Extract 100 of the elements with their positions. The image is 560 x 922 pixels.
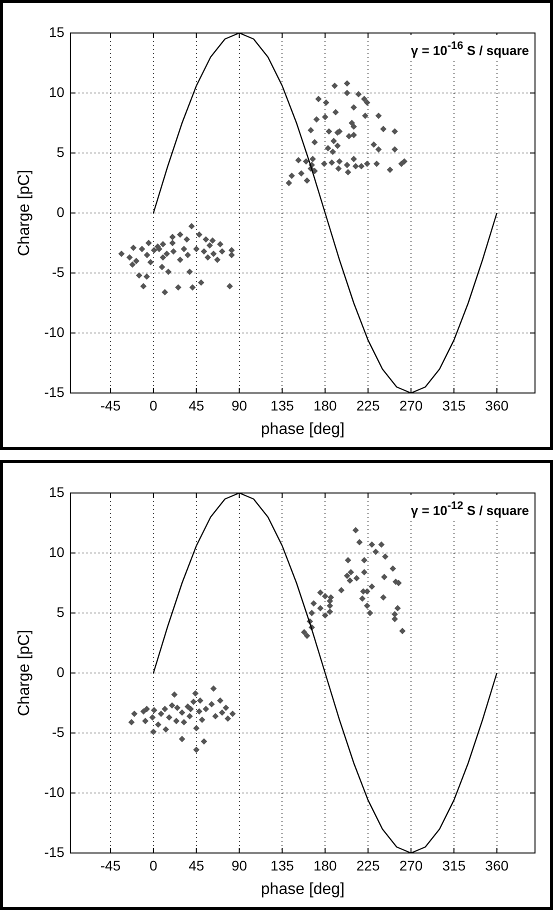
y-tick-label: -5 bbox=[52, 724, 65, 740]
point bbox=[160, 254, 166, 261]
y-tick-label: -5 bbox=[52, 264, 65, 280]
x-tick-label: 180 bbox=[313, 397, 338, 414]
point bbox=[158, 710, 164, 717]
point bbox=[378, 541, 385, 548]
point bbox=[196, 231, 202, 238]
point bbox=[169, 240, 176, 246]
point bbox=[229, 710, 236, 717]
point bbox=[364, 99, 370, 106]
point bbox=[358, 163, 365, 170]
point bbox=[302, 158, 310, 165]
point bbox=[326, 608, 334, 615]
y-tick-label: 15 bbox=[48, 24, 65, 40]
point bbox=[344, 162, 350, 168]
point bbox=[131, 710, 138, 717]
x-tick-label: 270 bbox=[399, 857, 423, 874]
point bbox=[166, 714, 172, 721]
point bbox=[344, 90, 350, 96]
x-tick-label: 225 bbox=[356, 397, 380, 414]
y-tick-label: -15 bbox=[44, 384, 65, 400]
point bbox=[150, 247, 158, 254]
point bbox=[150, 707, 158, 714]
point bbox=[192, 690, 199, 697]
point bbox=[224, 715, 232, 722]
point bbox=[180, 719, 188, 726]
point bbox=[147, 259, 154, 266]
point bbox=[315, 96, 322, 102]
x-tick-label: 90 bbox=[231, 397, 248, 414]
point bbox=[368, 583, 376, 590]
point bbox=[162, 289, 168, 296]
point bbox=[128, 719, 135, 726]
point bbox=[118, 250, 125, 257]
point bbox=[311, 139, 318, 146]
point bbox=[355, 91, 362, 98]
point bbox=[348, 120, 356, 126]
x-tick-label: 135 bbox=[270, 397, 294, 414]
point bbox=[176, 231, 184, 238]
point bbox=[209, 237, 216, 244]
point bbox=[158, 264, 166, 270]
point bbox=[382, 553, 388, 560]
point bbox=[298, 170, 304, 177]
point bbox=[144, 252, 150, 258]
point bbox=[344, 80, 350, 87]
point bbox=[370, 141, 377, 148]
y-tick-label: 5 bbox=[56, 144, 65, 160]
point bbox=[138, 246, 146, 252]
point bbox=[361, 557, 368, 564]
x-tick-label: 360 bbox=[485, 857, 509, 874]
point bbox=[326, 602, 334, 609]
point bbox=[218, 709, 226, 716]
point bbox=[169, 234, 176, 240]
point bbox=[335, 165, 342, 172]
point bbox=[373, 160, 380, 167]
point bbox=[142, 718, 149, 724]
point bbox=[288, 172, 295, 179]
point bbox=[310, 600, 317, 607]
point bbox=[210, 685, 217, 692]
x-tick-label: 360 bbox=[485, 397, 509, 414]
y-tick-label: 0 bbox=[56, 204, 65, 220]
point bbox=[193, 746, 200, 753]
point bbox=[136, 272, 142, 279]
point bbox=[322, 612, 328, 619]
point bbox=[336, 158, 343, 165]
point bbox=[150, 728, 157, 735]
point bbox=[222, 704, 230, 711]
x-tick-label: 90 bbox=[231, 857, 248, 874]
point bbox=[390, 565, 396, 572]
point bbox=[326, 598, 334, 604]
point bbox=[317, 605, 324, 612]
point bbox=[334, 142, 341, 149]
point bbox=[178, 709, 186, 716]
point bbox=[206, 242, 213, 249]
point bbox=[366, 610, 374, 616]
point bbox=[368, 541, 376, 548]
point bbox=[344, 557, 352, 564]
point bbox=[174, 704, 180, 711]
point bbox=[189, 284, 196, 291]
x-tick-label: 0 bbox=[150, 397, 158, 414]
point bbox=[308, 127, 314, 134]
x-axis-title: phase [deg] bbox=[260, 880, 345, 898]
point bbox=[364, 602, 370, 609]
point bbox=[218, 248, 226, 255]
point bbox=[160, 241, 166, 248]
y-tick-label: -10 bbox=[44, 324, 65, 340]
point bbox=[364, 160, 370, 167]
point bbox=[380, 126, 387, 132]
x-tick-label: 225 bbox=[356, 857, 380, 874]
point bbox=[313, 116, 320, 123]
point bbox=[190, 698, 197, 705]
point bbox=[320, 160, 328, 167]
point bbox=[193, 246, 200, 252]
point bbox=[184, 236, 190, 243]
point bbox=[322, 593, 328, 600]
point bbox=[226, 283, 233, 290]
point bbox=[140, 708, 147, 715]
point bbox=[204, 254, 211, 261]
y-tick-label: -15 bbox=[44, 844, 65, 860]
point bbox=[217, 697, 224, 704]
point bbox=[178, 736, 186, 742]
